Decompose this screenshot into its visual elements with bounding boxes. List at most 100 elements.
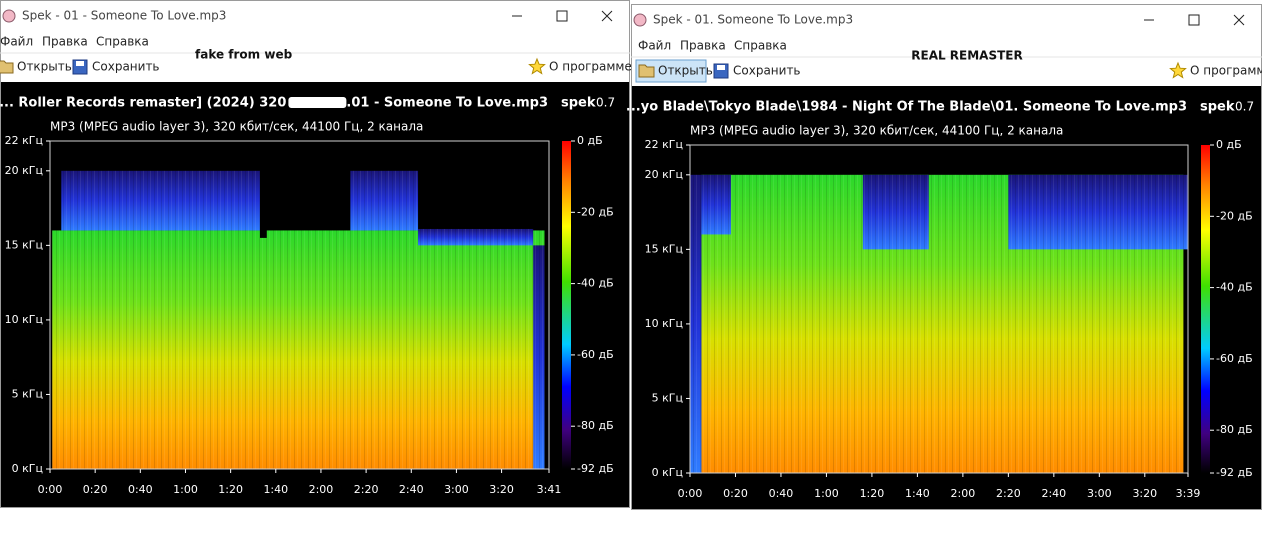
db-tick-label: 0 дБ bbox=[577, 134, 603, 147]
spectrogram-texture bbox=[61, 170, 260, 231]
color-bar bbox=[562, 141, 571, 469]
time-tick-label: 0:00 bbox=[38, 483, 63, 496]
time-tick-label: 1:20 bbox=[218, 483, 243, 496]
menu-item[interactable]: Справка bbox=[96, 35, 149, 49]
color-bar bbox=[1201, 145, 1210, 473]
app-name: spek bbox=[561, 96, 596, 111]
open-button[interactable]: Открыть bbox=[17, 60, 72, 74]
freq-tick-label: 22 кГц bbox=[645, 138, 683, 151]
spectrogram-texture bbox=[690, 174, 702, 473]
window-border bbox=[0, 0, 630, 508]
app-icon bbox=[633, 13, 647, 27]
freq-tick-label: 20 кГц bbox=[5, 164, 43, 177]
about-icon bbox=[1169, 61, 1187, 79]
window-title: Spek - 01 - Someone To Love.mp3 bbox=[22, 9, 226, 23]
freq-tick-label: 10 кГц bbox=[645, 317, 683, 330]
open-icon bbox=[638, 64, 655, 78]
file-name: ...yo Blade\Tokyo Blade\1984 - Night Of … bbox=[626, 100, 1187, 115]
time-tick-label: 2:40 bbox=[399, 483, 424, 496]
save-button[interactable]: Сохранить bbox=[733, 64, 801, 78]
freq-tick-label: 15 кГц bbox=[645, 242, 683, 255]
plot-frame bbox=[689, 144, 1189, 474]
db-tick-label: -80 дБ bbox=[1216, 423, 1253, 436]
freq-tick-label: 5 кГц bbox=[652, 391, 683, 404]
spectrogram-texture bbox=[701, 174, 731, 235]
time-tick-label: 3:20 bbox=[1132, 487, 1157, 500]
about-button[interactable]: О программе bbox=[1190, 64, 1262, 78]
time-tick-label: 2:20 bbox=[996, 487, 1021, 500]
open-icon bbox=[0, 60, 14, 74]
annotation: fake from web bbox=[195, 48, 293, 62]
time-tick-label: 0:20 bbox=[723, 487, 748, 500]
freq-tick-label: 20 кГц bbox=[645, 168, 683, 181]
time-tick-label: 1:40 bbox=[263, 483, 288, 496]
app-icon bbox=[2, 9, 16, 23]
spectrogram-texture bbox=[418, 228, 534, 246]
file-name: .01 - Someone To Love.mp3 bbox=[346, 96, 548, 111]
db-tick-label: -60 дБ bbox=[577, 348, 614, 361]
time-tick-label: 0:00 bbox=[678, 487, 703, 500]
time-tick-label: 3:00 bbox=[444, 483, 469, 496]
time-tick-label: 3:00 bbox=[1087, 487, 1112, 500]
time-tick-label: 3:20 bbox=[489, 483, 514, 496]
save-button[interactable]: Сохранить bbox=[92, 60, 160, 74]
spectrogram-texture bbox=[350, 170, 419, 231]
time-tick-label: 2:20 bbox=[354, 483, 379, 496]
freq-tick-label: 15 кГц bbox=[5, 238, 43, 251]
menu-item[interactable]: Правка bbox=[42, 35, 88, 49]
plot-frame bbox=[49, 140, 550, 470]
spectrogram-texture bbox=[52, 230, 545, 469]
open-button[interactable]: Открыть bbox=[658, 64, 713, 78]
spectrogram-texture bbox=[1076, 174, 1188, 250]
freq-tick-label: 10 кГц bbox=[5, 313, 43, 326]
save-icon-label bbox=[76, 61, 84, 66]
db-tick-label: -92 дБ bbox=[577, 462, 614, 475]
db-tick-label: 0 дБ bbox=[1216, 138, 1242, 151]
db-tick-label: -20 дБ bbox=[577, 205, 614, 218]
db-tick-label: -20 дБ bbox=[1216, 209, 1253, 222]
time-tick-label: 3:41 bbox=[537, 483, 562, 496]
freq-tick-label: 0 кГц bbox=[652, 466, 683, 479]
db-tick-label: -60 дБ bbox=[1216, 352, 1253, 365]
close-button[interactable] bbox=[1233, 14, 1245, 26]
spectrogram-texture bbox=[862, 174, 929, 250]
time-tick-label: 1:20 bbox=[860, 487, 885, 500]
freq-tick-label: 5 кГц bbox=[12, 387, 43, 400]
time-tick-label: 2:00 bbox=[951, 487, 976, 500]
window-title: Spek - 01. Someone To Love.mp3 bbox=[653, 13, 853, 27]
menu-item[interactable]: Правка bbox=[680, 39, 726, 53]
save-icon-label bbox=[717, 65, 725, 70]
about-button[interactable]: О программе bbox=[549, 60, 632, 74]
time-tick-label: 1:00 bbox=[173, 483, 198, 496]
time-tick-label: 0:20 bbox=[83, 483, 108, 496]
app-version: 0.7 bbox=[1235, 100, 1254, 114]
about-icon bbox=[528, 57, 546, 75]
menu-item[interactable]: Справка bbox=[734, 39, 787, 53]
freq-tick-label: 0 кГц bbox=[12, 462, 43, 475]
redaction bbox=[288, 97, 347, 108]
time-tick-label: 1:00 bbox=[814, 487, 839, 500]
app-name: spek bbox=[1200, 100, 1235, 115]
spectrogram-texture bbox=[533, 245, 545, 469]
db-tick-label: -92 дБ bbox=[1216, 466, 1253, 479]
maximize-button[interactable] bbox=[556, 10, 568, 22]
close-button[interactable] bbox=[601, 10, 613, 22]
app-version: 0.7 bbox=[596, 96, 615, 110]
file-name: ... Roller Records remaster] (2024) 320 bbox=[0, 96, 286, 111]
window-chrome bbox=[631, 4, 1262, 86]
menu-item[interactable]: Файл bbox=[0, 35, 33, 49]
time-tick-label: 1:40 bbox=[905, 487, 930, 500]
freq-tick-label: 22 кГц bbox=[5, 134, 43, 147]
file-info: MP3 (MPEG audio layer 3), 320 кбит/сек, … bbox=[50, 120, 423, 134]
window-chrome bbox=[0, 0, 630, 82]
maximize-button[interactable] bbox=[1188, 14, 1200, 26]
time-tick-label: 0:40 bbox=[769, 487, 794, 500]
db-tick-label: -40 дБ bbox=[577, 277, 614, 290]
time-tick-label: 3:39 bbox=[1176, 487, 1201, 500]
time-tick-label: 2:00 bbox=[309, 483, 334, 496]
time-tick-label: 2:40 bbox=[1041, 487, 1066, 500]
menu-item[interactable]: Файл bbox=[638, 39, 671, 53]
time-tick-label: 0:40 bbox=[128, 483, 153, 496]
db-tick-label: -80 дБ bbox=[577, 419, 614, 432]
